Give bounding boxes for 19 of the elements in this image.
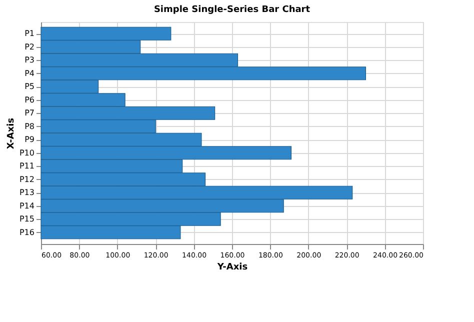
x-axis-title: Y-Axis	[216, 262, 248, 272]
y-tick-label: P14	[19, 201, 34, 210]
y-tick-label: P2	[24, 42, 34, 52]
y-tick-label: P16	[19, 228, 34, 237]
y-tick-label: P4	[24, 68, 34, 78]
y-axis-title: X-Axis	[6, 118, 16, 150]
y-tick-label: P5	[24, 82, 34, 92]
y-tick-label: P12	[19, 174, 34, 184]
y-tick-label: P10	[19, 148, 34, 158]
y-tick-label: P8	[24, 122, 34, 131]
y-tick-label: P7	[24, 108, 34, 118]
y-tick-label: P1	[24, 29, 34, 38]
y-tick-label: P15	[19, 214, 34, 224]
y-tick-label: P6	[24, 95, 34, 104]
y-tick-label: P9	[24, 135, 34, 144]
y-tick-label: P13	[19, 188, 34, 198]
chart-title: Simple Single-Series Bar Chart	[154, 5, 311, 15]
y-tick-label: P11	[19, 162, 34, 171]
y-tick-label: P3	[24, 56, 34, 65]
